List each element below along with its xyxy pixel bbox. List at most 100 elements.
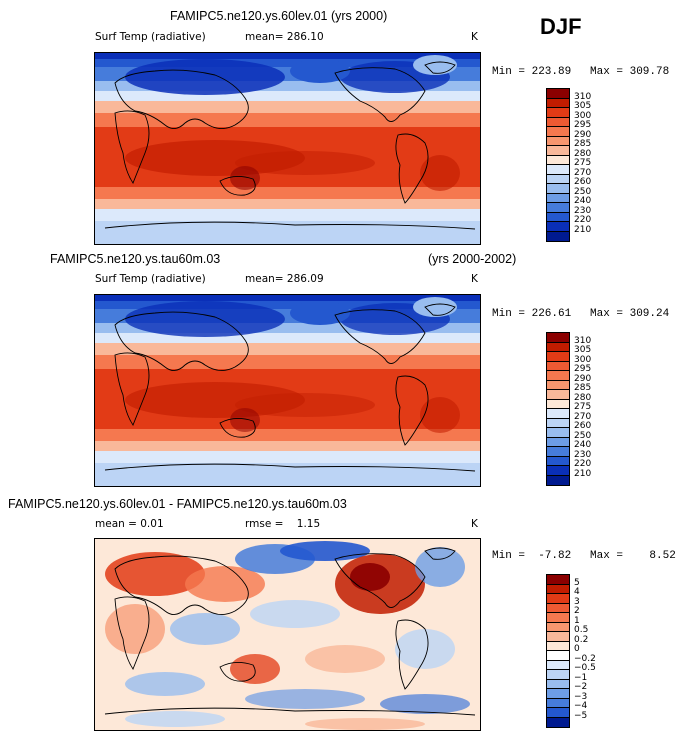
colorbar-swatch (547, 399, 569, 409)
colorbar-swatch (547, 641, 569, 651)
colorbar-swatch (547, 456, 569, 466)
colorbar-swatch (547, 174, 569, 184)
panel-1-units: K (471, 31, 478, 43)
colorbar-swatch (547, 390, 569, 400)
panel-2-max: Max = 309.24 (590, 308, 670, 320)
panel-2-colorbar (546, 332, 570, 486)
colorbar-swatch (547, 689, 569, 699)
colorbar-tick-label: 285 (574, 383, 592, 393)
colorbar-swatch (547, 651, 569, 661)
colorbar-tick-label: 260 (574, 177, 592, 187)
colorbar-tick-label: 285 (574, 139, 592, 149)
panel-2-units: K (471, 273, 478, 285)
panel-1-min: Min = 223.89 (492, 66, 572, 78)
colorbar-tick-label: −3 (574, 691, 588, 702)
panel-3-units: K (471, 518, 478, 530)
colorbar-tick-label: 0.2 (574, 634, 589, 645)
colorbar-tick-label: 220 (574, 459, 592, 469)
panel-2-mean: mean= 286.09 (245, 273, 324, 285)
panel-3-rmse: rmse = 1.15 (245, 518, 321, 530)
colorbar-tick-label: 230 (574, 205, 592, 216)
colorbar-swatch (547, 371, 569, 381)
colorbar-swatch (547, 222, 569, 232)
colorbar-tick-label: 290 (574, 373, 592, 384)
colorbar-tick-label: 270 (574, 411, 592, 422)
colorbar-tick-label: 5 (574, 577, 580, 588)
panel-2-min: Min = 226.61 (492, 308, 572, 320)
colorbar-swatch (547, 632, 569, 642)
panel-3-max: Max = 8.52 (590, 550, 676, 562)
colorbar-swatch (547, 717, 569, 727)
panel-2-title: FAMIPC5.ne120.ys.tau60m.03 (50, 252, 221, 266)
colorbar-tick-label: 250 (574, 186, 592, 197)
colorbar-swatch (547, 117, 569, 127)
colorbar-swatch (547, 679, 569, 689)
panel-3-min: Min = -7.82 (492, 550, 572, 562)
panel-3-map (94, 538, 481, 731)
panel-2-years: (yrs 2000-2002) (428, 252, 517, 266)
colorbar-swatch (547, 380, 569, 390)
colorbar-tick-label: −0.2 (574, 653, 596, 664)
colorbar-tick-label: 210 (574, 468, 592, 479)
panel-1-map-svg (95, 53, 480, 244)
colorbar-swatch (547, 89, 569, 99)
colorbar-tick-label: 2 (574, 606, 580, 616)
colorbar-swatch (547, 231, 569, 241)
colorbar-swatch (547, 333, 569, 343)
colorbar-swatch (547, 594, 569, 604)
panel-3-title: FAMIPC5.ne120.ys.60lev.01 - FAMIPC5.ne12… (8, 497, 347, 511)
colorbar-swatch (547, 184, 569, 194)
colorbar-swatch (547, 447, 569, 457)
colorbar-swatch (547, 165, 569, 175)
colorbar-tick-label: 240 (574, 440, 592, 450)
colorbar-tick-label: −5 (574, 710, 588, 721)
colorbar-tick-label: 4 (574, 587, 580, 597)
panel-2-map (94, 294, 481, 487)
colorbar-tick-label: 260 (574, 421, 592, 431)
colorbar-tick-label: −1 (574, 672, 588, 683)
colorbar-tick-label: 290 (574, 129, 592, 140)
colorbar-swatch (547, 352, 569, 362)
colorbar-tick-label: 310 (574, 335, 592, 346)
colorbar-tick-label: 240 (574, 196, 592, 206)
colorbar-tick-label: 295 (574, 120, 592, 130)
colorbar-tick-label: 3 (574, 596, 580, 607)
colorbar-swatch (547, 361, 569, 371)
colorbar-tick-label: 0 (574, 644, 580, 654)
colorbar-tick-label: 220 (574, 215, 592, 225)
panel-2-map-svg (95, 295, 480, 486)
colorbar-swatch (547, 698, 569, 708)
colorbar-tick-label: 210 (574, 224, 592, 235)
colorbar-tick-label: −4 (574, 701, 588, 711)
colorbar-tick-label: 250 (574, 430, 592, 441)
colorbar-swatch (547, 428, 569, 438)
colorbar-tick-label: 280 (574, 392, 592, 403)
colorbar-tick-label: 1 (574, 615, 580, 626)
panel-1-variable: Surf Temp (radiative) (95, 31, 206, 43)
colorbar-tick-label: 0.5 (574, 625, 589, 635)
colorbar-swatch (547, 193, 569, 203)
colorbar-swatch (547, 127, 569, 137)
colorbar-tick-label: 300 (574, 110, 592, 121)
colorbar-swatch (547, 203, 569, 213)
colorbar-swatch (547, 437, 569, 447)
colorbar-swatch (547, 98, 569, 108)
colorbar-swatch (547, 409, 569, 419)
colorbar-swatch (547, 466, 569, 476)
colorbar-swatch (547, 475, 569, 485)
colorbar-swatch (547, 212, 569, 222)
colorbar-tick-label: 280 (574, 148, 592, 159)
colorbar-tick-label: −0.5 (574, 663, 596, 673)
colorbar-swatch (547, 155, 569, 165)
colorbar-swatch (547, 575, 569, 585)
colorbar-swatch (547, 108, 569, 118)
colorbar-swatch (547, 584, 569, 594)
panel-3-colorbar (546, 574, 570, 728)
colorbar-tick-label: 305 (574, 101, 592, 111)
colorbar-swatch (547, 136, 569, 146)
panel-1-map (94, 52, 481, 245)
panel-1-title: FAMIPC5.ne120.ys.60lev.01 (yrs 2000) (170, 9, 388, 23)
colorbar-swatch (547, 670, 569, 680)
colorbar-tick-label: 270 (574, 167, 592, 178)
colorbar-swatch (547, 613, 569, 623)
